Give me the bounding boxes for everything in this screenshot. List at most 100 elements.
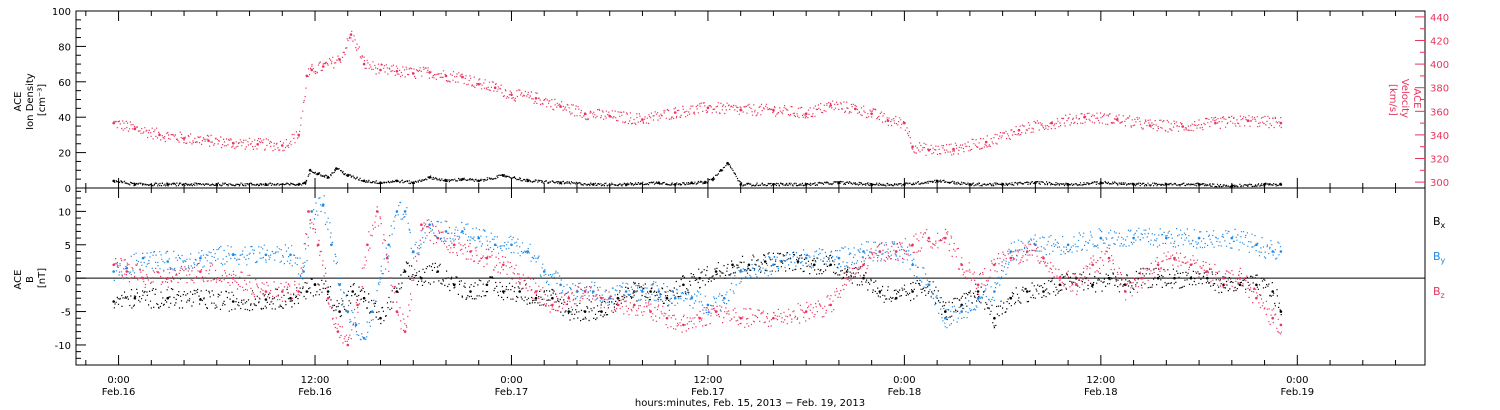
density-point (719, 169, 723, 172)
magnetic-field-panel: -10 -5 0 5 10 ACE B [nT] Bx By Bz (13, 187, 1446, 366)
bz-point (976, 283, 980, 287)
velocity-point (493, 86, 497, 89)
bx-point (747, 263, 751, 267)
bx-point (1206, 276, 1209, 280)
bz-point (894, 250, 898, 253)
velocity-axis-label: ACE Velocity [km/s] (1387, 79, 1422, 121)
velocity-point (870, 112, 873, 115)
bz-point (698, 316, 701, 320)
by-point (608, 296, 611, 300)
velocity-point (583, 112, 587, 115)
velocity-point (1246, 119, 1250, 122)
bx-point (1058, 283, 1062, 287)
velocity-point (829, 104, 832, 107)
bx-point (1238, 283, 1242, 287)
bx-point (379, 316, 382, 320)
velocity-point (158, 133, 161, 137)
bz-point (739, 316, 742, 320)
by-point (976, 296, 980, 300)
bx-point (338, 310, 341, 313)
by-point (362, 337, 366, 340)
x-tick-date: Feb.17 (691, 387, 725, 398)
by-point (444, 230, 448, 233)
density-point (362, 179, 366, 183)
bx-point (1279, 310, 1283, 313)
bz-point (1279, 323, 1283, 327)
density-point (112, 179, 115, 183)
bx-point (649, 290, 652, 293)
velocity-point (428, 71, 431, 74)
by-point (559, 283, 562, 287)
density-point (592, 183, 595, 186)
by-point (837, 256, 841, 260)
density-point (703, 181, 706, 184)
by-point (526, 250, 530, 253)
bx-point (395, 290, 399, 293)
density-point (428, 176, 431, 179)
velocity-y-ticks: 300 320 340 360 380 400 420 440 (1415, 13, 1449, 189)
top-x-ticks (85, 11, 1397, 188)
density-point (166, 183, 169, 186)
velocity-tick-label: 360 (1430, 107, 1449, 118)
by-point (706, 303, 710, 307)
bz-point (551, 303, 554, 307)
by-point (354, 323, 358, 327)
velocity-point (461, 75, 464, 79)
bx-point (976, 290, 980, 293)
velocity-point (395, 69, 399, 73)
density-point (624, 183, 628, 186)
bx-point (436, 270, 440, 273)
density-point (1034, 181, 1037, 184)
bx-point (796, 260, 800, 263)
velocity-tick-label: 440 (1430, 13, 1449, 24)
by-point (1230, 236, 1234, 240)
velocity-tick-label: 300 (1430, 178, 1449, 189)
x-tick-time: 0:00 (893, 375, 915, 386)
velocity-point (772, 108, 775, 112)
velocity-tick-label: 340 (1430, 131, 1449, 142)
density-tick-label: 80 (58, 42, 71, 53)
by-point (1132, 236, 1135, 240)
density-label-line-3: [cm⁻³] (37, 84, 48, 116)
velocity-point (1214, 121, 1217, 125)
by-point (125, 266, 129, 270)
bx-point (911, 290, 914, 293)
by-point (493, 243, 497, 247)
bx-point (616, 296, 620, 300)
bx-point (469, 290, 472, 293)
by-point (960, 310, 963, 313)
velocity-point (362, 62, 366, 66)
x-tick-labels: 0:00Feb.1612:00Feb.160:00Feb.1712:00Feb.… (102, 375, 1314, 398)
density-point (657, 181, 661, 184)
bx-point (313, 283, 317, 287)
bz-point (385, 256, 389, 260)
field-label-line-3: [nT] (37, 268, 48, 288)
velocity-label-line-1: ACE (1411, 88, 1422, 108)
density-point (559, 181, 562, 184)
by-point (461, 230, 464, 233)
velocity-point (1115, 118, 1119, 121)
bx-point (1042, 290, 1045, 293)
bz-point (420, 223, 423, 226)
bx-point (403, 270, 407, 273)
by-point (289, 253, 292, 257)
field-label-line-2: B (25, 276, 36, 283)
density-point (326, 176, 330, 179)
density-point (837, 181, 841, 184)
bz-point (307, 210, 310, 213)
bx-point (305, 290, 309, 293)
bz-point (403, 330, 407, 333)
bx-point (362, 296, 366, 300)
x-tick-date: Feb.18 (1084, 387, 1118, 398)
field-label-line-1: ACE (13, 270, 24, 290)
bx-point (567, 310, 571, 313)
velocity-tick-label: 320 (1430, 155, 1449, 166)
bx-point (829, 263, 832, 267)
by-point (428, 223, 431, 226)
by-point (338, 283, 341, 287)
velocity-point (1050, 121, 1053, 125)
bz-point (960, 263, 963, 267)
velocity-point (297, 133, 301, 137)
bz-point (1255, 296, 1258, 300)
bx-point (452, 283, 456, 287)
